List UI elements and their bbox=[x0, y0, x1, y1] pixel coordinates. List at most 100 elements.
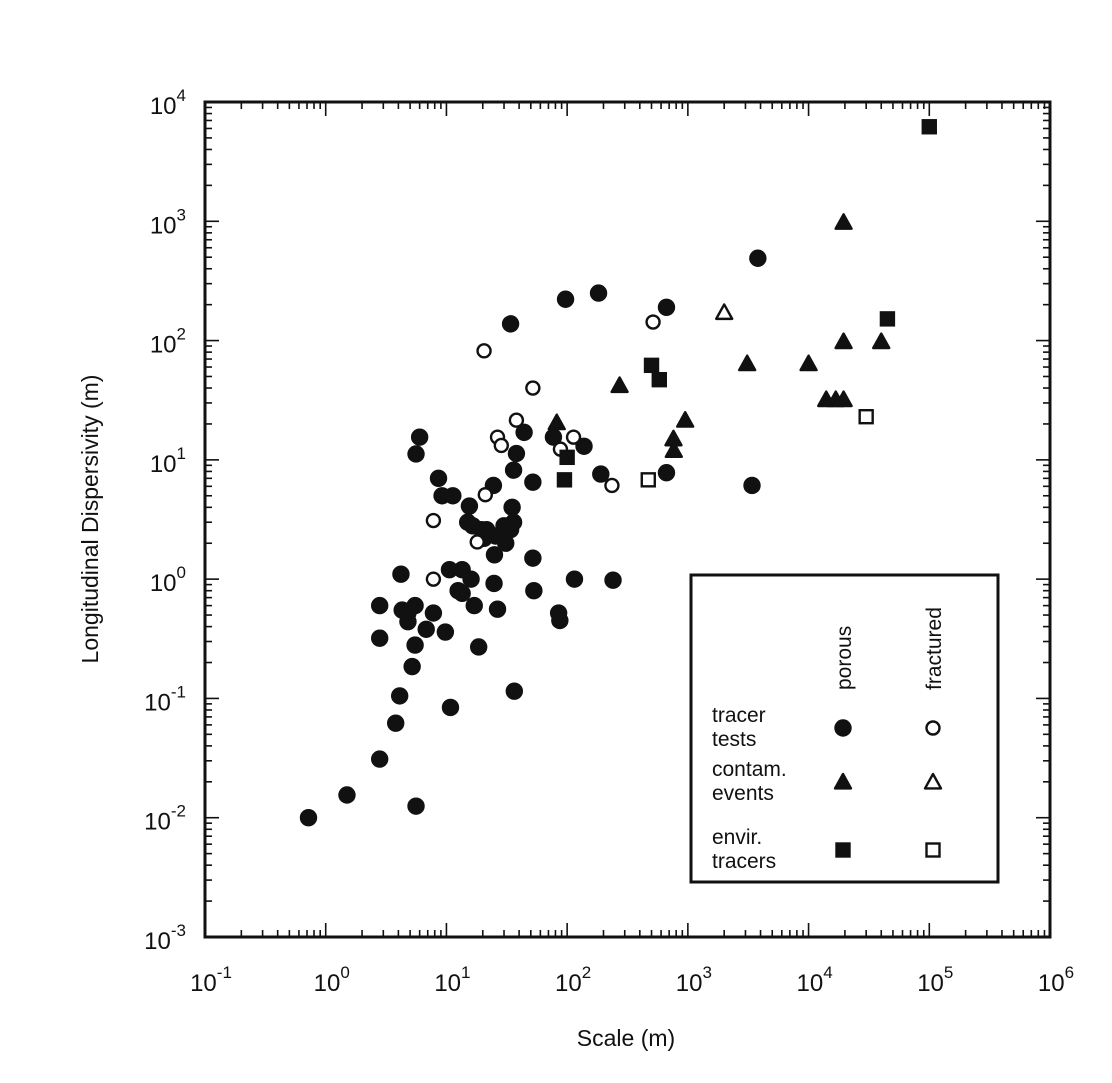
axes bbox=[203, 100, 1052, 939]
filled-triangle-point bbox=[834, 332, 853, 350]
y-axis-title: Longitudinal Dispersivity (m) bbox=[77, 375, 103, 664]
filled-circle-point bbox=[469, 638, 488, 656]
open-triangle-point bbox=[714, 303, 734, 321]
filled-circle-point bbox=[485, 574, 503, 593]
legend-column-header: porous bbox=[833, 626, 856, 690]
filled-circle-point bbox=[441, 698, 460, 717]
filled-circle-point bbox=[444, 487, 462, 505]
filled-circle-point bbox=[465, 596, 483, 615]
filled-circle-point bbox=[403, 657, 421, 676]
filled-circle-point bbox=[460, 497, 479, 515]
filled-triangle-point bbox=[547, 413, 566, 431]
open-square-point bbox=[640, 472, 656, 488]
filled-circle-point bbox=[390, 687, 409, 705]
filled-triangle-point bbox=[737, 354, 757, 372]
filled-square-point bbox=[559, 449, 575, 466]
filled-circle-point bbox=[507, 444, 526, 463]
filled-circle-point bbox=[504, 461, 523, 479]
filled-circle-point bbox=[338, 786, 356, 804]
filled-circle-point bbox=[453, 584, 471, 603]
filled-circle-point bbox=[485, 546, 504, 564]
open-square-point bbox=[858, 409, 874, 425]
filled-circle-point bbox=[429, 469, 448, 488]
open-circle-point bbox=[493, 437, 510, 454]
open-circle-point bbox=[476, 343, 492, 359]
filled-circle-point bbox=[436, 623, 455, 641]
filled-circle-point bbox=[565, 570, 584, 588]
y-tick-label: 104 bbox=[150, 86, 186, 120]
filled-circle-point bbox=[657, 298, 676, 317]
open-circle-point bbox=[469, 534, 485, 550]
filled-circle-point bbox=[387, 714, 405, 732]
legend-label: tracer bbox=[712, 704, 766, 727]
y-tick-label: 10-3 bbox=[144, 921, 186, 955]
legend-marker-filled bbox=[833, 772, 853, 790]
legend-marker-filled bbox=[834, 719, 852, 737]
filled-circle-point bbox=[604, 571, 622, 589]
filled-triangle-point bbox=[834, 390, 853, 408]
filled-circle-point bbox=[504, 513, 523, 531]
filled-triangle-point bbox=[610, 376, 629, 394]
open-circle-point bbox=[565, 429, 582, 445]
x-tick-label: 103 bbox=[676, 963, 712, 997]
legend-marker-filled bbox=[835, 842, 851, 858]
filled-circle-point bbox=[370, 629, 389, 647]
plot-frame bbox=[203, 100, 1052, 939]
filled-circle-point bbox=[589, 284, 608, 302]
legend-label: contam. bbox=[712, 758, 787, 781]
filled-circle-point bbox=[501, 315, 520, 333]
filled-circle-point bbox=[299, 809, 318, 827]
x-tick-label: 106 bbox=[1038, 963, 1074, 997]
open-circle-point bbox=[604, 477, 620, 494]
x-tick-label: 10-1 bbox=[190, 963, 232, 997]
filled-circle-point bbox=[399, 612, 417, 631]
legend-label: events bbox=[712, 782, 774, 805]
filled-circle-point bbox=[392, 565, 410, 583]
filled-square-point bbox=[921, 119, 937, 135]
x-tick-label: 100 bbox=[314, 963, 350, 997]
legend-label: envir. bbox=[712, 826, 762, 849]
filled-circle-point bbox=[424, 604, 443, 622]
filled-circle-point bbox=[370, 750, 389, 768]
filled-circle-point bbox=[749, 249, 767, 267]
filled-triangle-point bbox=[664, 441, 684, 459]
open-circle-point bbox=[645, 314, 661, 330]
open-circle-point bbox=[425, 571, 442, 587]
open-circle-point bbox=[425, 512, 442, 529]
legend-label: tracers bbox=[712, 850, 776, 873]
legend-marker-open bbox=[923, 772, 943, 790]
tick-labels: 10-1 100 101 102 103 104 105 106 10-3 10-2 10-1 100… bbox=[144, 86, 1074, 997]
legend-column-header: fractured bbox=[923, 607, 946, 690]
filled-triangle-point bbox=[872, 332, 891, 350]
x-tick-label: 102 bbox=[555, 963, 591, 997]
legend-marker-open bbox=[925, 720, 941, 736]
filled-square-point bbox=[556, 472, 573, 488]
filled-circle-point bbox=[524, 549, 542, 567]
filled-square-point bbox=[879, 311, 896, 327]
filled-triangle-point bbox=[675, 411, 695, 428]
filled-circle-point bbox=[406, 596, 424, 615]
filled-circle-point bbox=[657, 464, 676, 482]
filled-circle-point bbox=[370, 596, 389, 615]
filled-circle-point bbox=[556, 290, 575, 308]
filled-circle-point bbox=[743, 476, 761, 495]
y-tick-label: 100 bbox=[150, 563, 186, 597]
legend-label: tests bbox=[712, 728, 756, 751]
open-circle-point bbox=[525, 380, 541, 396]
y-tick-label: 101 bbox=[150, 444, 186, 478]
filled-circle-point bbox=[410, 428, 429, 446]
filled-triangle-point bbox=[834, 213, 853, 230]
filled-circle-point bbox=[524, 473, 542, 491]
filled-circle-point bbox=[407, 445, 425, 463]
filled-circle-point bbox=[417, 620, 435, 638]
filled-circle-point bbox=[462, 570, 480, 588]
x-axis-title: Scale (m) bbox=[577, 1025, 675, 1051]
x-tick-label: 105 bbox=[917, 963, 953, 997]
x-tick-label: 104 bbox=[796, 963, 832, 997]
tick-marks bbox=[204, 102, 1050, 938]
filled-circle-point bbox=[406, 636, 424, 654]
filled-circle-point bbox=[503, 498, 521, 517]
